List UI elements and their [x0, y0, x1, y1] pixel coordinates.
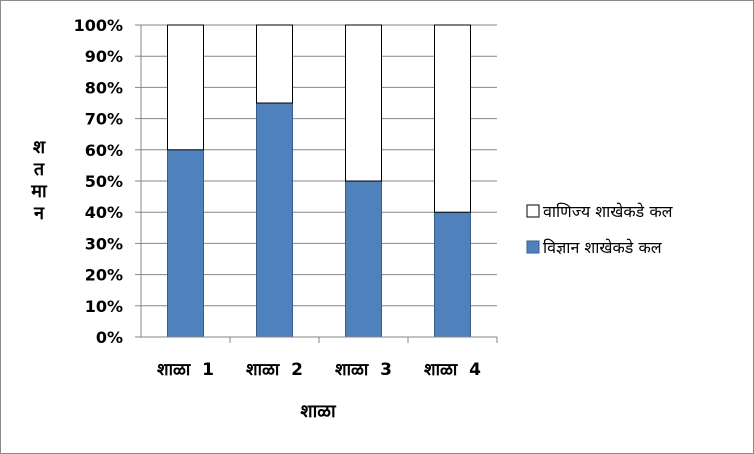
legend-item-science: विज्ञान शाखेकडे कल	[526, 238, 663, 257]
y-tick-label: 40%	[85, 203, 123, 222]
bar-commerce	[167, 24, 204, 151]
legend-label-science: विज्ञान शाखेकडे कल	[543, 238, 663, 257]
y-axis-title-char: श	[33, 137, 46, 158]
x-tick-label: शाळा 1	[157, 360, 214, 380]
legend-swatch-commerce	[526, 204, 540, 218]
y-tick-label: 60%	[85, 141, 123, 160]
axes	[135, 25, 497, 338]
y-tick-label: 50%	[85, 172, 123, 191]
legend-item-commerce: वाणिज्य शाखेकडे कल	[526, 202, 674, 221]
y-tick-label: 10%	[85, 297, 123, 316]
x-tick-label: शाळा 2	[246, 360, 303, 380]
bar-commerce	[345, 24, 382, 182]
y-tick-label: 90%	[85, 47, 123, 66]
x-axis-tick-labels: शाळा 1 शाळा 2 शाळा 3 शाळा 4	[157, 360, 481, 380]
bar-science	[434, 211, 471, 338]
legend: वाणिज्य शाखेकडे कल विज्ञान शाखेकडे कल	[526, 202, 674, 257]
y-tick-label: 0%	[96, 328, 123, 347]
y-axis-title-char: त	[33, 159, 45, 180]
y-axis-title-char: मा	[30, 181, 48, 202]
y-axis-tick-labels: 0% 10% 20% 30% 40% 50% 60% 70% 80% 90% 100%	[74, 16, 123, 347]
bar-science	[167, 149, 204, 338]
x-axis-title: शाळा	[300, 401, 337, 422]
y-axis-title-char: न	[33, 203, 45, 224]
x-tick-label: शाळा 3	[335, 360, 392, 380]
y-tick-label: 30%	[85, 234, 123, 253]
y-tick-label: 70%	[85, 110, 123, 129]
bar-science	[345, 180, 382, 338]
y-tick-label: 100%	[74, 16, 123, 35]
y-tick-label: 80%	[85, 78, 123, 97]
legend-label-commerce: वाणिज्य शाखेकडे कल	[543, 202, 674, 221]
bar-science	[256, 102, 293, 338]
bar-commerce	[434, 24, 471, 213]
legend-swatch-science	[526, 240, 540, 254]
y-axis-title: शतमान	[30, 137, 48, 224]
y-tick-label: 20%	[85, 266, 123, 285]
bar-commerce	[256, 24, 293, 104]
x-tick-label: शाळा 4	[424, 360, 481, 380]
